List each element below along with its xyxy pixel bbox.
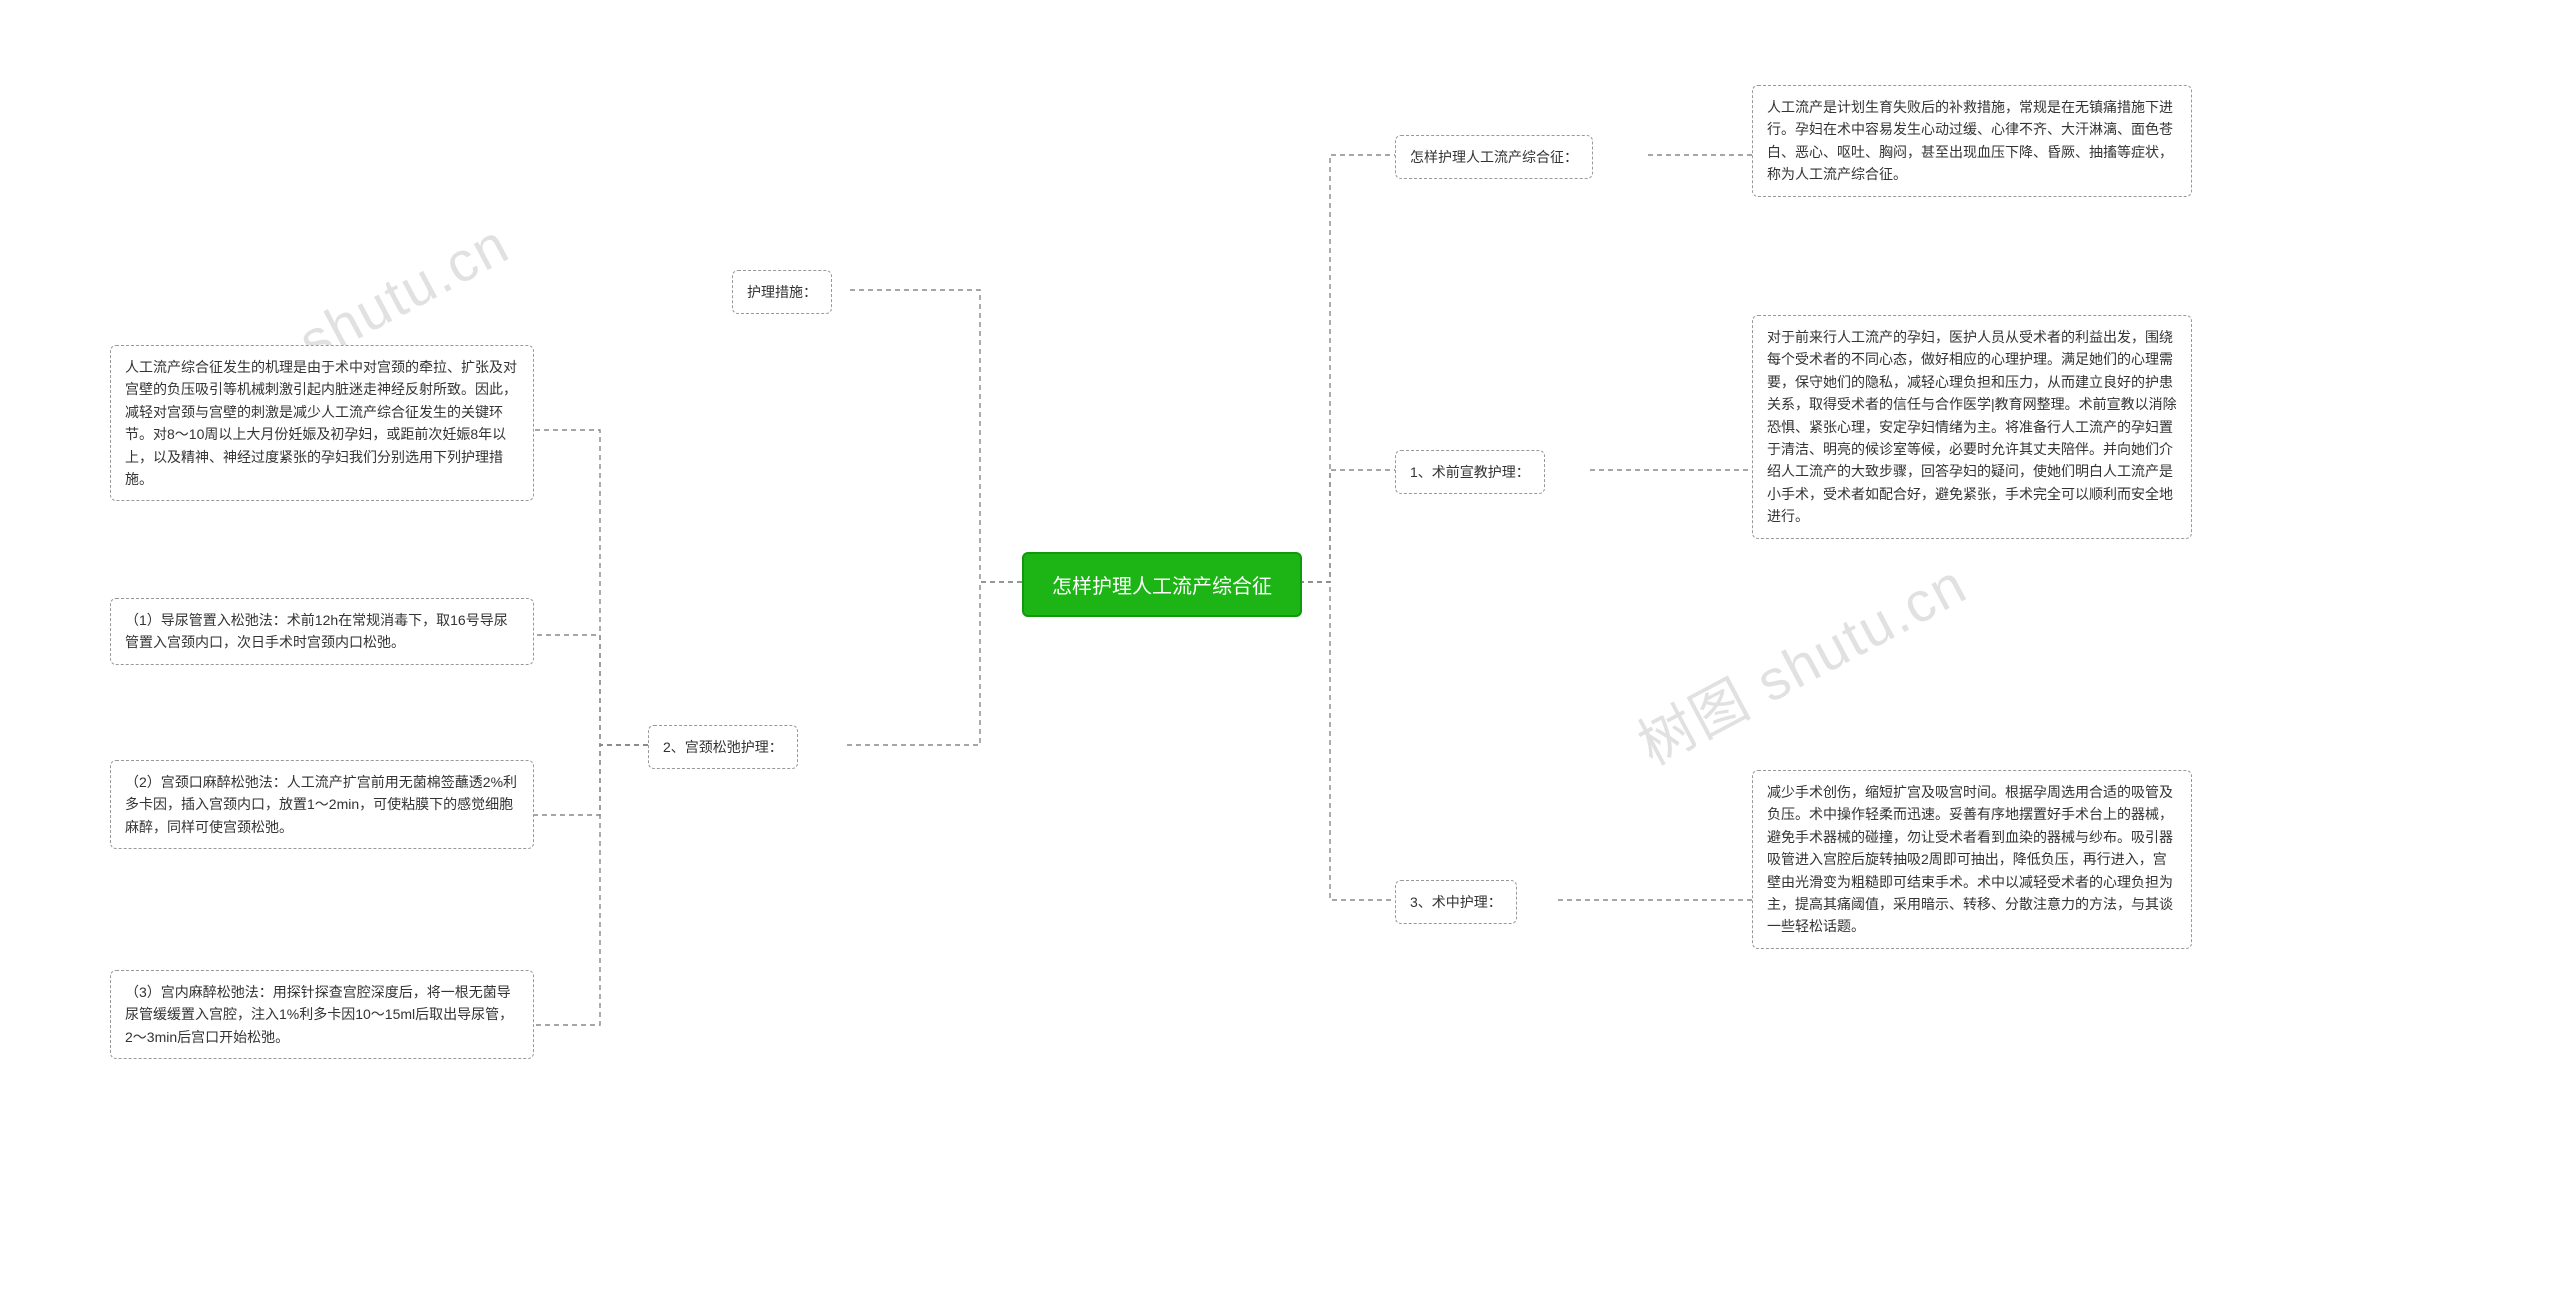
right-branch-syndrome: 怎样护理人工流产综合征：: [1395, 135, 1593, 179]
node-text: （1）导尿管置入松弛法：术前12h在常规消毒下，取16号导尿管置入宫颈内口，次日…: [125, 612, 508, 650]
root-node: 怎样护理人工流产综合征: [1022, 552, 1302, 617]
node-text: 人工流产综合征发生的机理是由于术中对宫颈的牵拉、扩张及对宫壁的负压吸引等机械刺激…: [125, 359, 517, 487]
right-detail-syndrome: 人工流产是计划生育失败后的补救措施，常规是在无镇痛措施下进行。孕妇在术中容易发生…: [1752, 85, 2192, 197]
node-text: （3）宫内麻醉松弛法：用探针探查宫腔深度后，将一根无菌导尿管缓缓置入宫腔，注入1…: [125, 984, 513, 1045]
node-label: 怎样护理人工流产综合征：: [1410, 149, 1578, 165]
node-label: 护理措施：: [747, 284, 817, 300]
node-text: 人工流产是计划生育失败后的补救措施，常规是在无镇痛措施下进行。孕妇在术中容易发生…: [1767, 99, 2173, 182]
left-child-method2: （2）宫颈口麻醉松弛法：人工流产扩宫前用无菌棉签蘸透2%利多卡因，插入宫颈内口，…: [110, 760, 534, 849]
node-label: 2、宫颈松弛护理：: [663, 739, 783, 755]
root-label: 怎样护理人工流产综合征: [1052, 576, 1272, 598]
left-child-mechanism: 人工流产综合征发生的机理是由于术中对宫颈的牵拉、扩张及对宫壁的负压吸引等机械刺激…: [110, 345, 534, 501]
left-branch-nursing-measures: 护理措施：: [732, 270, 832, 314]
node-text: （2）宫颈口麻醉松弛法：人工流产扩宫前用无菌棉签蘸透2%利多卡因，插入宫颈内口，…: [125, 774, 517, 835]
right-branch-intraop: 3、术中护理：: [1395, 880, 1517, 924]
node-label: 3、术中护理：: [1410, 894, 1502, 910]
right-branch-preop: 1、术前宣教护理：: [1395, 450, 1545, 494]
node-text: 减少手术创伤，缩短扩宫及吸宫时间。根据孕周选用合适的吸管及负压。术中操作轻柔而迅…: [1767, 784, 2173, 934]
node-text: 对于前来行人工流产的孕妇，医护人员从受术者的利益出发，围绕每个受术者的不同心态，…: [1767, 329, 2177, 524]
right-detail-preop: 对于前来行人工流产的孕妇，医护人员从受术者的利益出发，围绕每个受术者的不同心态，…: [1752, 315, 2192, 539]
left-child-method3: （3）宫内麻醉松弛法：用探针探查宫腔深度后，将一根无菌导尿管缓缓置入宫腔，注入1…: [110, 970, 534, 1059]
watermark: 树图 shutu.cn: [1622, 540, 1979, 781]
left-branch-cervix-relax: 2、宫颈松弛护理：: [648, 725, 798, 769]
node-label: 1、术前宣教护理：: [1410, 464, 1530, 480]
left-child-method1: （1）导尿管置入松弛法：术前12h在常规消毒下，取16号导尿管置入宫颈内口，次日…: [110, 598, 534, 665]
right-detail-intraop: 减少手术创伤，缩短扩宫及吸宫时间。根据孕周选用合适的吸管及负压。术中操作轻柔而迅…: [1752, 770, 2192, 949]
mindmap-canvas: shutu.cn 树图 shutu.cn 怎样护理人工流产综合征 护理措施： 2…: [0, 0, 2560, 1296]
